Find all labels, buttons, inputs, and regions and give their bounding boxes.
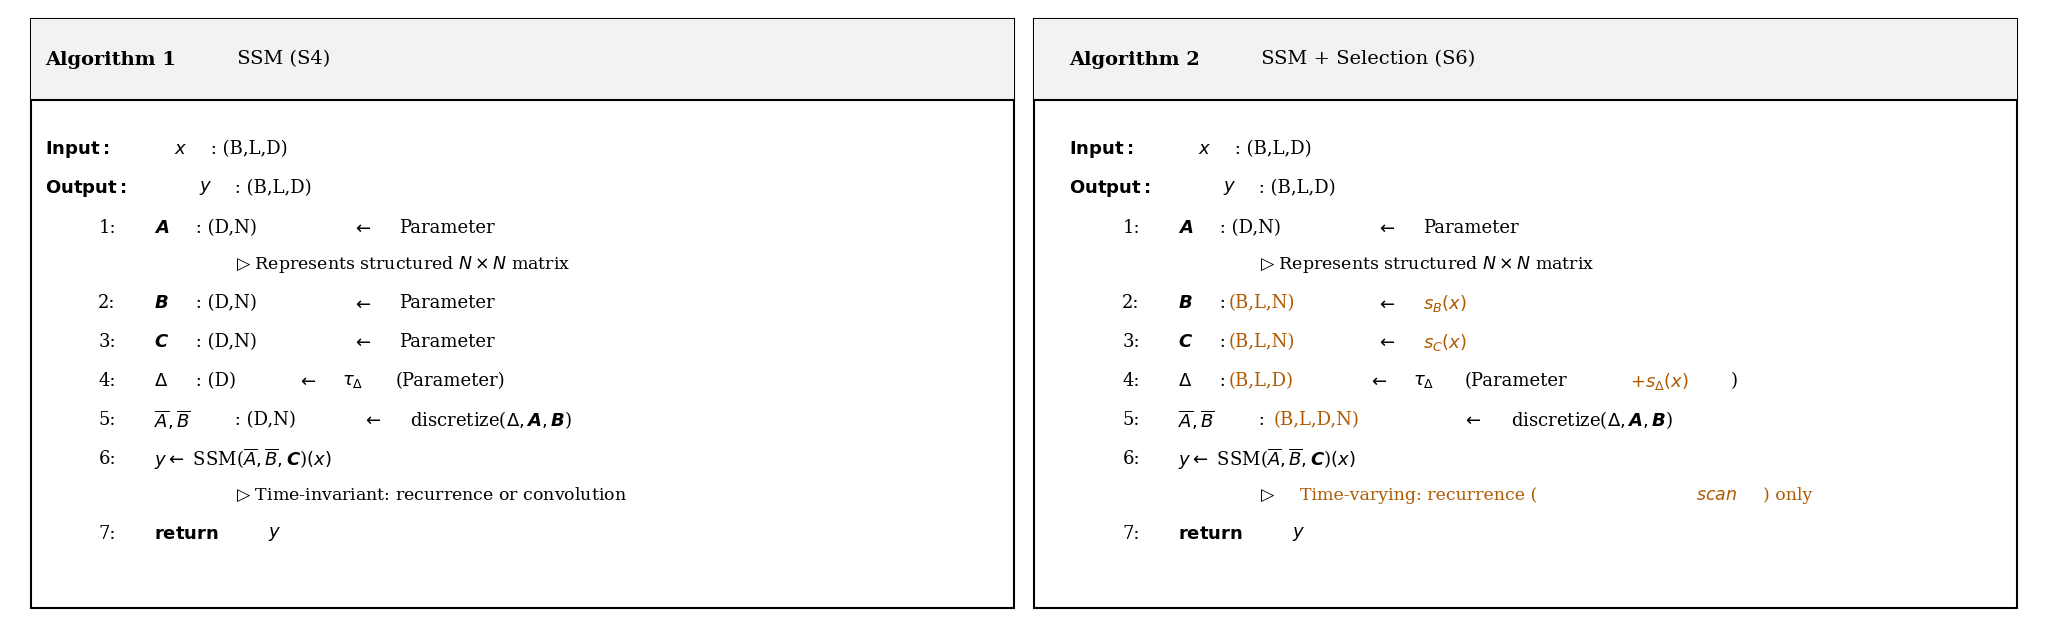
Text: : (D,N): : (D,N) — [1214, 219, 1282, 237]
Text: $\leftarrow$: $\leftarrow$ — [362, 411, 383, 429]
Text: : (B,L,D): : (B,L,D) — [229, 179, 311, 197]
Text: $x$: $x$ — [1198, 140, 1210, 158]
Text: 7:: 7: — [98, 525, 117, 543]
Text: : (D,N): : (D,N) — [190, 219, 258, 237]
Text: $\mathbf{Input:}$: $\mathbf{Input:}$ — [1069, 139, 1133, 160]
Text: :: : — [1214, 372, 1227, 390]
Text: $\mathbf{return}$: $\mathbf{return}$ — [1178, 525, 1243, 543]
Text: Parameter: Parameter — [1423, 219, 1520, 237]
Text: Parameter: Parameter — [399, 219, 496, 237]
Text: $\mathit{scan}$: $\mathit{scan}$ — [1696, 487, 1737, 504]
Text: $\tau_{\Delta}$: $\tau_{\Delta}$ — [342, 372, 362, 390]
Text: $s_C(x)$: $s_C(x)$ — [1423, 332, 1466, 353]
Text: $y \leftarrow$ SSM($\overline{A},\overline{B},\boldsymbol{C}$)$(x)$: $y \leftarrow$ SSM($\overline{A},\overli… — [154, 446, 332, 472]
Text: $\boldsymbol{A}$: $\boldsymbol{A}$ — [154, 219, 170, 237]
Text: SSM + Selection (S6): SSM + Selection (S6) — [1255, 51, 1477, 68]
Text: 6:: 6: — [98, 450, 117, 468]
Text: 3:: 3: — [1122, 334, 1141, 351]
Text: 4:: 4: — [1122, 372, 1141, 390]
Text: 1:: 1: — [98, 219, 117, 237]
Text: $\triangleright$: $\triangleright$ — [1260, 487, 1276, 504]
Text: (Parameter: (Parameter — [1464, 372, 1567, 390]
Text: Parameter: Parameter — [399, 334, 496, 351]
Text: : (B,L,D): : (B,L,D) — [1229, 140, 1311, 158]
Text: Time-varying: recurrence (: Time-varying: recurrence ( — [1300, 487, 1538, 504]
Text: $\leftarrow$: $\leftarrow$ — [1376, 334, 1397, 351]
Text: $\Delta$: $\Delta$ — [1178, 372, 1192, 390]
Text: $\mathbf{Input:}$: $\mathbf{Input:}$ — [45, 139, 109, 160]
Text: $\tau_{\Delta}$: $\tau_{\Delta}$ — [1413, 372, 1434, 390]
Text: :: : — [1253, 411, 1266, 429]
Text: $\boldsymbol{C}$: $\boldsymbol{C}$ — [154, 334, 168, 351]
Text: : (D,N): : (D,N) — [229, 411, 297, 429]
Text: $\mathbf{Output:}$: $\mathbf{Output:}$ — [1069, 177, 1151, 199]
Text: $\leftarrow$: $\leftarrow$ — [352, 334, 373, 351]
Text: $\triangleright$ Time-invariant: recurrence or convolution: $\triangleright$ Time-invariant: recurre… — [236, 486, 627, 505]
Text: (B,L,D): (B,L,D) — [1229, 372, 1294, 390]
Text: Parameter: Parameter — [399, 295, 496, 312]
Text: SSM (S4): SSM (S4) — [231, 51, 330, 68]
Text: $\leftarrow$: $\leftarrow$ — [1462, 411, 1483, 429]
Text: $\boldsymbol{B}$: $\boldsymbol{B}$ — [154, 295, 168, 312]
Text: $\triangleright$ Represents structured $N \times N$ matrix: $\triangleright$ Represents structured $… — [1260, 254, 1593, 275]
Text: $+s_{\Delta}(x)$: $+s_{\Delta}(x)$ — [1630, 371, 1690, 392]
Text: Algorithm 2: Algorithm 2 — [1069, 51, 1200, 68]
Text: $\mathbf{Output:}$: $\mathbf{Output:}$ — [45, 177, 127, 199]
Text: 3:: 3: — [98, 334, 117, 351]
Text: $\boldsymbol{C}$: $\boldsymbol{C}$ — [1178, 334, 1192, 351]
Text: $\leftarrow$: $\leftarrow$ — [352, 219, 373, 237]
Bar — [31, 19, 1014, 608]
Text: $\boldsymbol{B}$: $\boldsymbol{B}$ — [1178, 295, 1192, 312]
Text: : (B,L,D): : (B,L,D) — [205, 140, 287, 158]
Text: (B,L,D,N): (B,L,D,N) — [1274, 411, 1360, 429]
Text: : (D,N): : (D,N) — [190, 334, 258, 351]
Text: 7:: 7: — [1122, 525, 1141, 543]
Text: $\overline{A},\overline{B}$: $\overline{A},\overline{B}$ — [1178, 408, 1214, 432]
Text: discretize($\Delta, \boldsymbol{A}, \boldsymbol{B}$): discretize($\Delta, \boldsymbol{A}, \bol… — [410, 409, 571, 431]
Text: $\leftarrow$: $\leftarrow$ — [297, 372, 317, 390]
Text: $\overline{A},\overline{B}$: $\overline{A},\overline{B}$ — [154, 408, 190, 432]
Text: $\leftarrow$: $\leftarrow$ — [1376, 295, 1397, 312]
Text: $x$: $x$ — [174, 140, 186, 158]
Text: $\leftarrow$: $\leftarrow$ — [1368, 372, 1389, 390]
Text: $s_B(x)$: $s_B(x)$ — [1423, 293, 1466, 314]
Text: : (B,L,D): : (B,L,D) — [1253, 179, 1335, 197]
Text: $y$: $y$ — [199, 179, 213, 197]
Text: 5:: 5: — [98, 411, 117, 429]
Text: : (D): : (D) — [190, 372, 236, 390]
Text: $\triangleright$ Represents structured $N \times N$ matrix: $\triangleright$ Represents structured $… — [236, 254, 569, 275]
Text: 2:: 2: — [1122, 295, 1141, 312]
Text: (B,L,N): (B,L,N) — [1229, 295, 1294, 312]
Text: : (D,N): : (D,N) — [190, 295, 258, 312]
Bar — [1034, 19, 2017, 608]
Text: (B,L,N): (B,L,N) — [1229, 334, 1294, 351]
Text: 5:: 5: — [1122, 411, 1141, 429]
Text: $\mathbf{return}$: $\mathbf{return}$ — [154, 525, 219, 543]
Text: $\boldsymbol{A}$: $\boldsymbol{A}$ — [1178, 219, 1194, 237]
Text: $y \leftarrow$ SSM($\overline{A},\overline{B},\boldsymbol{C}$)$(x)$: $y \leftarrow$ SSM($\overline{A},\overli… — [1178, 446, 1356, 472]
Text: :: : — [1214, 295, 1227, 312]
Text: 4:: 4: — [98, 372, 117, 390]
Text: :: : — [1214, 334, 1227, 351]
Text: 1:: 1: — [1122, 219, 1141, 237]
Text: (Parameter): (Parameter) — [395, 372, 506, 390]
Text: ): ) — [1731, 372, 1737, 390]
Text: $\leftarrow$: $\leftarrow$ — [352, 295, 373, 312]
Bar — [1034, 19, 2017, 100]
Text: $y$: $y$ — [1223, 179, 1237, 197]
Text: 6:: 6: — [1122, 450, 1141, 468]
Text: Algorithm 1: Algorithm 1 — [45, 51, 176, 68]
Text: 2:: 2: — [98, 295, 117, 312]
Text: $y$: $y$ — [268, 525, 283, 543]
Text: ) only: ) only — [1763, 487, 1812, 504]
Text: discretize($\Delta, \boldsymbol{A}, \boldsymbol{B}$): discretize($\Delta, \boldsymbol{A}, \bol… — [1511, 409, 1673, 431]
Text: $\Delta$: $\Delta$ — [154, 372, 168, 390]
Text: $y$: $y$ — [1292, 525, 1307, 543]
Bar — [31, 19, 1014, 100]
Text: $\leftarrow$: $\leftarrow$ — [1376, 219, 1397, 237]
